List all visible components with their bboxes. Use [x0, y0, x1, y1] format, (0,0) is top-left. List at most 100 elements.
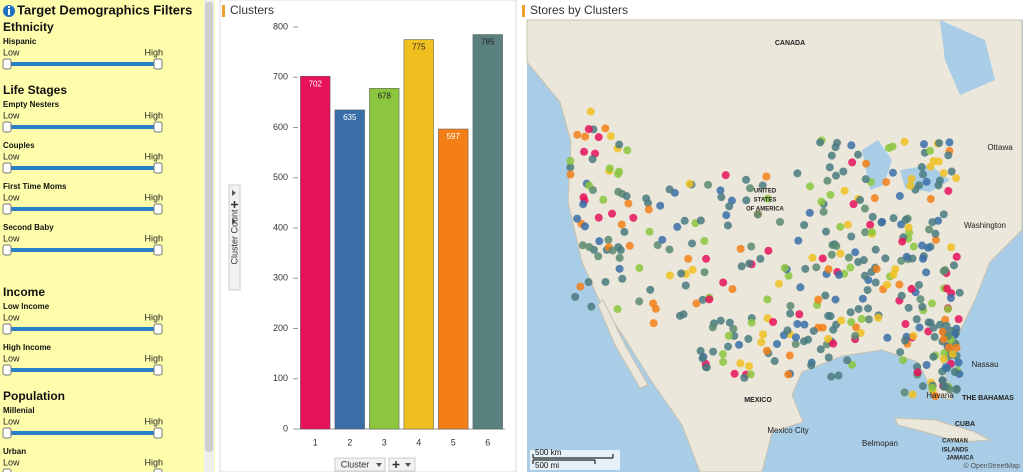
value-label: 775	[412, 43, 426, 52]
store-marker	[918, 302, 927, 311]
slider-track[interactable]	[6, 125, 160, 129]
slider-track[interactable]	[6, 207, 160, 211]
x-axis-control[interactable]	[334, 457, 386, 472]
map-label: CUBA	[955, 421, 975, 428]
slider-handle[interactable]	[2, 427, 12, 439]
store-marker	[692, 299, 701, 308]
store-marker	[868, 212, 877, 221]
store-marker	[931, 229, 940, 238]
store-marker	[945, 138, 954, 147]
store-marker	[700, 236, 709, 245]
store-marker	[824, 334, 833, 343]
store-marker	[851, 323, 860, 332]
slider-handle[interactable]	[2, 121, 12, 133]
high-label: High	[144, 192, 163, 202]
scrollbar-thumb[interactable]	[205, 2, 213, 452]
x-axis-label: Cluster	[341, 459, 370, 469]
axis-control-box[interactable]	[228, 184, 241, 291]
store-marker	[940, 349, 949, 358]
store-marker	[832, 171, 841, 180]
store-marker	[581, 132, 590, 141]
store-marker	[955, 288, 964, 297]
arrow-icon[interactable]	[232, 218, 236, 224]
x-tick-label: 6	[485, 437, 490, 447]
store-marker	[587, 302, 596, 311]
slider-handle[interactable]	[2, 244, 12, 256]
store-marker	[757, 338, 766, 347]
dropdown-icon[interactable]	[405, 463, 411, 467]
store-marker	[949, 261, 958, 270]
store-marker	[786, 309, 795, 318]
slider-handle[interactable]	[2, 162, 12, 174]
slider-handle[interactable]	[153, 323, 163, 335]
slider-handle[interactable]	[153, 364, 163, 376]
filter-group: Life Stages	[3, 83, 67, 97]
store-marker	[835, 270, 844, 279]
slider-handle[interactable]	[153, 162, 163, 174]
slider-handle[interactable]	[153, 468, 163, 472]
slider-track[interactable]	[6, 166, 160, 170]
filter-name: Couples	[3, 141, 35, 150]
store-marker	[762, 172, 771, 181]
store-marker	[818, 254, 827, 263]
slider-handle[interactable]	[2, 468, 12, 472]
map-title: Stores by Clusters	[530, 3, 628, 17]
store-marker	[620, 227, 629, 236]
slider-track[interactable]	[6, 248, 160, 252]
store-marker	[658, 235, 667, 244]
store-marker	[665, 185, 674, 194]
store-marker	[646, 285, 655, 294]
store-marker	[952, 174, 961, 183]
store-marker	[851, 331, 860, 340]
slider-handle[interactable]	[153, 427, 163, 439]
store-marker	[831, 143, 840, 152]
map-label: ISLANDS	[942, 448, 968, 454]
y-tick-label: 700	[273, 72, 288, 82]
store-marker	[864, 315, 873, 324]
slider-track[interactable]	[6, 327, 160, 331]
store-marker	[629, 213, 638, 222]
store-marker	[878, 217, 887, 226]
slider-track[interactable]	[6, 368, 160, 372]
slider-handle[interactable]	[2, 364, 12, 376]
store-marker	[812, 263, 821, 272]
store-marker	[895, 280, 904, 289]
slider-handle[interactable]	[153, 203, 163, 215]
store-marker	[895, 191, 904, 200]
arrow-icon[interactable]	[232, 190, 236, 196]
dropdown-icon[interactable]	[376, 463, 382, 467]
axis-controls[interactable]	[228, 184, 416, 472]
plus-icon[interactable]	[231, 201, 238, 208]
slider-handle[interactable]	[153, 244, 163, 256]
map-label: UNITED	[754, 189, 777, 195]
store-marker	[615, 140, 624, 149]
map[interactable]: 500 km 500 mi © OpenStreetMap CANADA UNIT…	[526, 19, 1023, 472]
low-label: Low	[3, 110, 20, 120]
store-marker	[763, 295, 772, 304]
slider-handle[interactable]	[2, 323, 12, 335]
store-marker	[566, 163, 575, 172]
store-marker	[665, 271, 674, 280]
store-marker	[938, 376, 947, 385]
slider-track[interactable]	[6, 431, 160, 435]
store-marker	[685, 179, 694, 188]
store-marker	[860, 271, 869, 280]
slider-handle[interactable]	[153, 58, 163, 70]
low-label: Low	[3, 457, 20, 467]
map-label: CANADA	[775, 40, 805, 47]
slider-handle[interactable]	[2, 203, 12, 215]
plus-icon[interactable]	[392, 461, 400, 468]
slider-handle[interactable]	[153, 121, 163, 133]
store-marker	[705, 295, 714, 304]
store-marker	[622, 192, 631, 201]
low-label: Low	[3, 233, 20, 243]
store-marker	[594, 213, 603, 222]
store-marker	[862, 159, 871, 168]
slider-track[interactable]	[6, 62, 160, 66]
store-marker	[834, 371, 843, 380]
slider-handle[interactable]	[2, 58, 12, 70]
store-marker	[756, 254, 765, 263]
store-marker	[946, 293, 955, 302]
store-marker	[904, 303, 913, 312]
store-marker	[840, 186, 849, 195]
